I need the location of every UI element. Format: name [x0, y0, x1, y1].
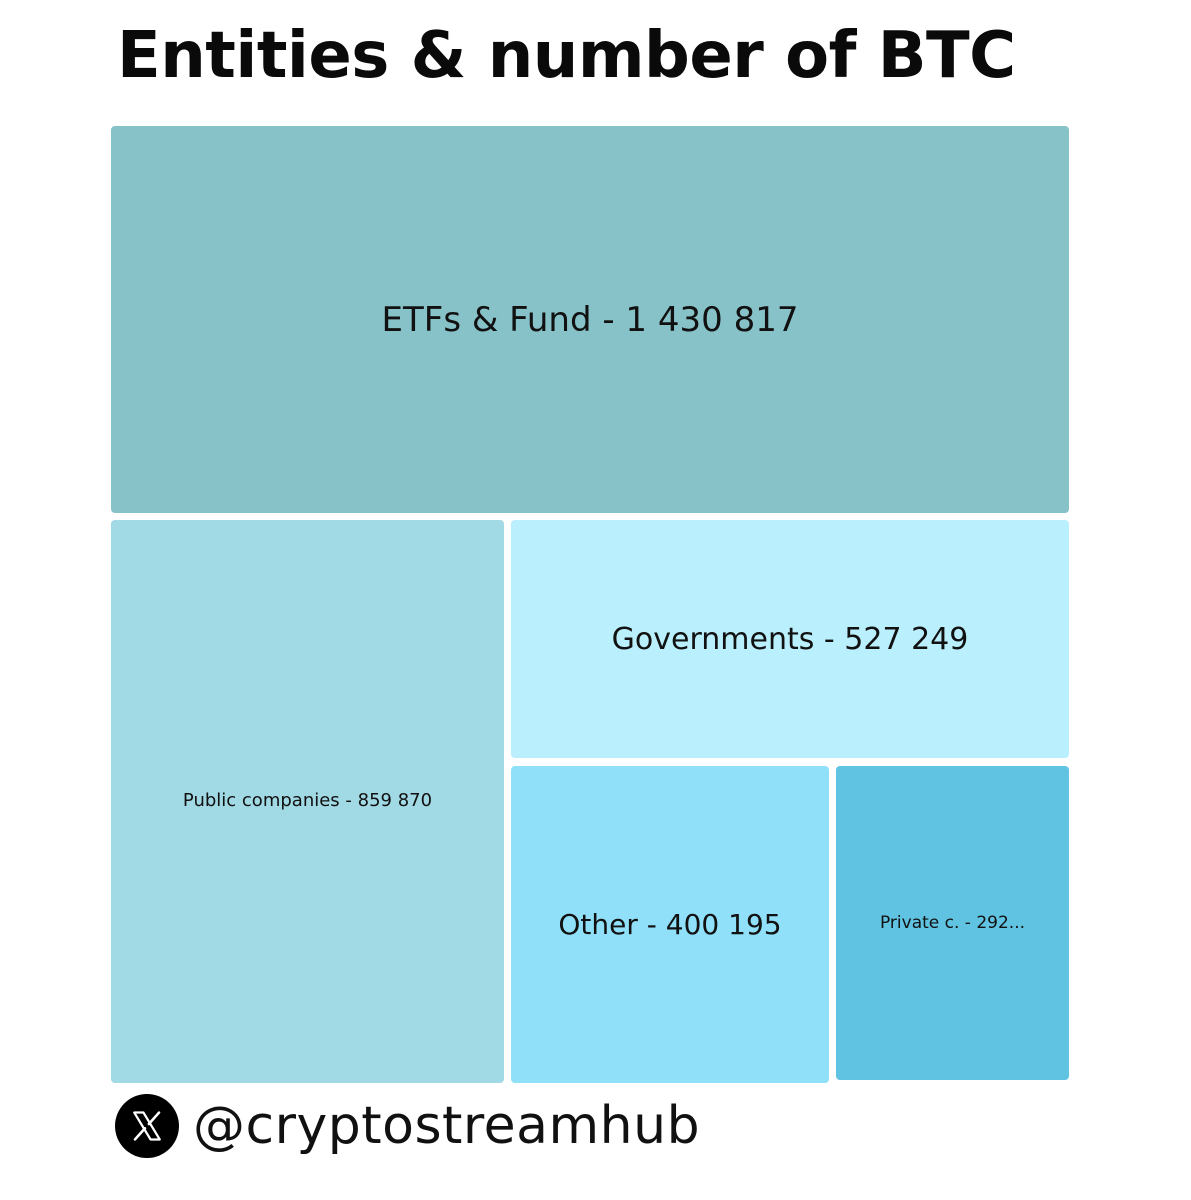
tile-label-private-companies: Private c. - 292...: [879, 913, 1026, 933]
handle-text: @cryptostreamhub: [193, 1096, 701, 1156]
tile-private-companies: Private c. - 292...: [836, 766, 1069, 1080]
tile-etfs-and-fund: ETFs & Fund - 1 430 817: [111, 126, 1069, 513]
tile-label-public-companies: Public companies - 859 870: [182, 790, 433, 811]
tile-label-governments: Governments - 527 249: [611, 621, 969, 657]
tile-label-other: Other - 400 195: [558, 908, 782, 941]
x-logo-icon: [115, 1094, 179, 1158]
tile-public-companies: Public companies - 859 870: [111, 520, 504, 1083]
chart-title: Entities & number of BTC: [117, 19, 1016, 93]
footer-handle: @cryptostreamhub: [115, 1094, 700, 1158]
tile-governments: Governments - 527 249: [511, 520, 1069, 758]
tile-other: Other - 400 195: [511, 766, 829, 1083]
tile-label-etfs-and-fund: ETFs & Fund - 1 430 817: [381, 299, 799, 340]
